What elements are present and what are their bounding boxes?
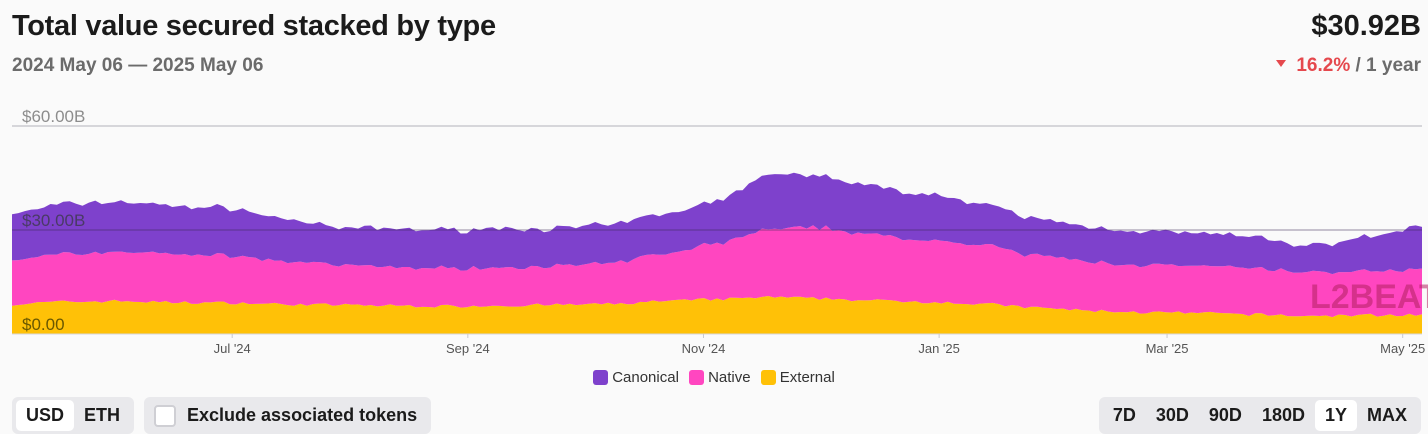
change-period: / 1 year <box>1355 55 1422 76</box>
legend-swatch-native <box>689 370 705 385</box>
area-series <box>12 172 1422 334</box>
legend-item-external[interactable]: External <box>760 369 835 386</box>
area-canonical <box>12 172 1422 275</box>
value-change: 16.2% / 1 year <box>1276 55 1421 77</box>
x-tick-label: May '25 <box>1380 341 1425 356</box>
legend-item-native[interactable]: Native <box>689 369 751 386</box>
range-180d-button[interactable]: 180D <box>1261 405 1305 425</box>
legend-swatch-external <box>760 370 776 385</box>
time-range-selector: 7D 30D 90D 180D 1Y MAX <box>1098 397 1421 434</box>
chart-title: Total value secured stacked by type <box>12 10 496 42</box>
l2beat-watermark: L2BEAT <box>1310 278 1428 316</box>
stacked-area-chart[interactable]: $0.00 $30.00B $60.00B Jul '24 Sep '24 Nov '2… <box>0 95 1428 357</box>
range-7d-button[interactable]: 7D <box>1112 405 1136 425</box>
range-max-button[interactable]: MAX <box>1367 405 1407 425</box>
legend-label-external: External <box>779 369 835 386</box>
exclude-tokens-label: Exclude associated tokens <box>187 405 418 425</box>
x-tick-label: Sep '24 <box>446 341 490 356</box>
x-tick-label: Mar '25 <box>1146 341 1189 356</box>
watermark-text: L2BEAT <box>1310 278 1428 316</box>
exclude-tokens-checkbox[interactable]: Exclude associated tokens <box>144 397 432 434</box>
total-value: $30.92B <box>1311 10 1421 42</box>
area-external <box>12 296 1422 334</box>
date-range: 2024 May 06 — 2025 May 06 <box>12 55 264 76</box>
grid-overlay <box>12 229 1422 335</box>
y-tick-label: $0.00 <box>22 315 65 334</box>
currency-toggle: USD ETH <box>12 397 135 434</box>
currency-usd-button[interactable]: USD <box>16 400 75 431</box>
x-axis-labels: Jul '24 Sep '24 Nov '24 Jan '25 Mar '25 May '… <box>214 334 1425 356</box>
chart-legend: Canonical Native External <box>0 369 1428 389</box>
y-tick-label: $30.00B <box>22 211 85 230</box>
checkbox-icon[interactable] <box>154 404 176 427</box>
legend-item-canonical[interactable]: Canonical <box>593 369 679 386</box>
currency-eth-button[interactable]: ETH <box>84 405 121 425</box>
range-1y-button[interactable]: 1Y <box>1314 400 1357 431</box>
legend-label-native: Native <box>708 369 751 386</box>
legend-swatch-canonical <box>593 370 609 385</box>
y-axis-labels: $0.00 $30.00B $60.00B <box>22 107 85 334</box>
x-tick-label: Jan '25 <box>918 341 960 356</box>
x-tick-label: Nov '24 <box>682 341 726 356</box>
range-90d-button[interactable]: 90D <box>1208 405 1242 425</box>
down-triangle-icon <box>1276 60 1287 68</box>
legend-label-canonical: Canonical <box>612 369 679 386</box>
x-tick-label: Jul '24 <box>214 341 251 356</box>
range-30d-button[interactable]: 30D <box>1155 405 1189 425</box>
y-tick-label: $60.00B <box>22 107 85 126</box>
change-percent: 16.2% <box>1296 55 1351 76</box>
area-native <box>12 225 1422 318</box>
